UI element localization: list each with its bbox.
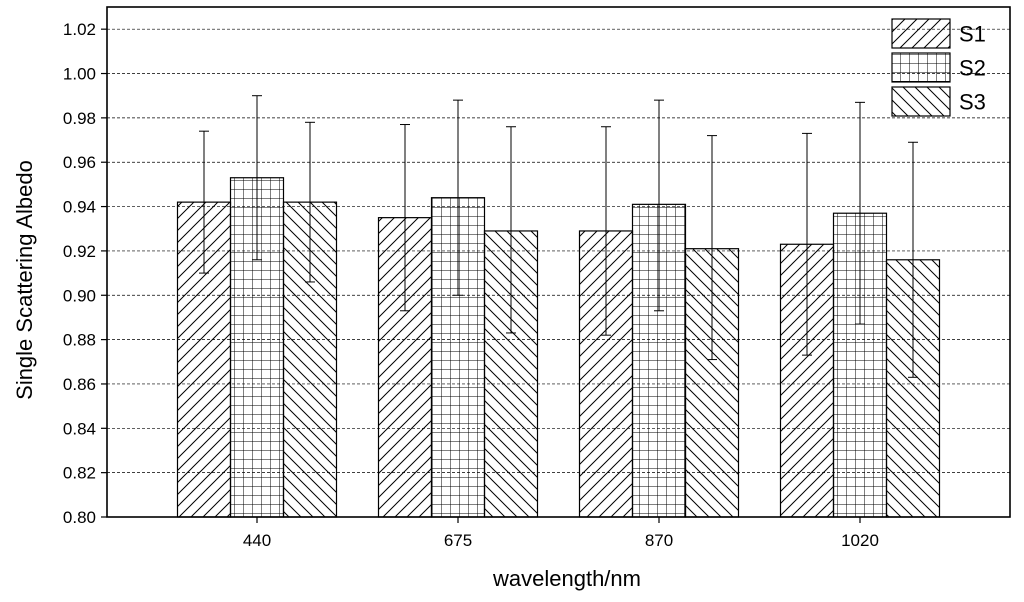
error-bars bbox=[199, 95, 918, 378]
legend-swatch-s3 bbox=[891, 86, 951, 117]
axes: 0.80 0.82 0.84 0.86 0.88 0.90 0.92 0.94 0.96 0.98… bbox=[63, 6, 1011, 550]
x-tick-label: 440 bbox=[243, 531, 271, 550]
y-tick-label: 0.92 bbox=[63, 242, 96, 261]
x-axis-title: wavelength/nm bbox=[492, 566, 641, 591]
plot-frame bbox=[106, 6, 1011, 518]
y-tick-label: 0.88 bbox=[63, 331, 96, 350]
bars bbox=[176, 177, 941, 518]
y-tick-label: 0.90 bbox=[63, 286, 96, 305]
legend-label-s1: S1 bbox=[959, 22, 986, 47]
y-tick-label: 0.94 bbox=[63, 198, 96, 217]
x-tick-label: 870 bbox=[645, 531, 673, 550]
y-tick-label: 1.02 bbox=[63, 20, 96, 39]
y-tick-label: 1.00 bbox=[63, 65, 96, 84]
y-tick-label: 0.80 bbox=[63, 508, 96, 527]
legend-swatch-s2 bbox=[891, 52, 951, 83]
y-tick-label: 0.96 bbox=[63, 153, 96, 172]
y-tick-label: 0.82 bbox=[63, 464, 96, 483]
x-tick-label: 675 bbox=[444, 531, 472, 550]
y-axis-title: Single Scattering Albedo bbox=[12, 160, 37, 400]
x-tick-label: 1020 bbox=[841, 531, 879, 550]
legend-label-s3: S3 bbox=[959, 90, 986, 115]
y-tick-label: 0.84 bbox=[63, 419, 96, 438]
legend-swatch-s1 bbox=[891, 18, 951, 49]
y-tick-label: 0.86 bbox=[63, 375, 96, 394]
legend-label-s2: S2 bbox=[959, 56, 986, 81]
y-tick-label: 0.98 bbox=[63, 109, 96, 128]
legend: S1 S2 S3 bbox=[891, 18, 986, 117]
